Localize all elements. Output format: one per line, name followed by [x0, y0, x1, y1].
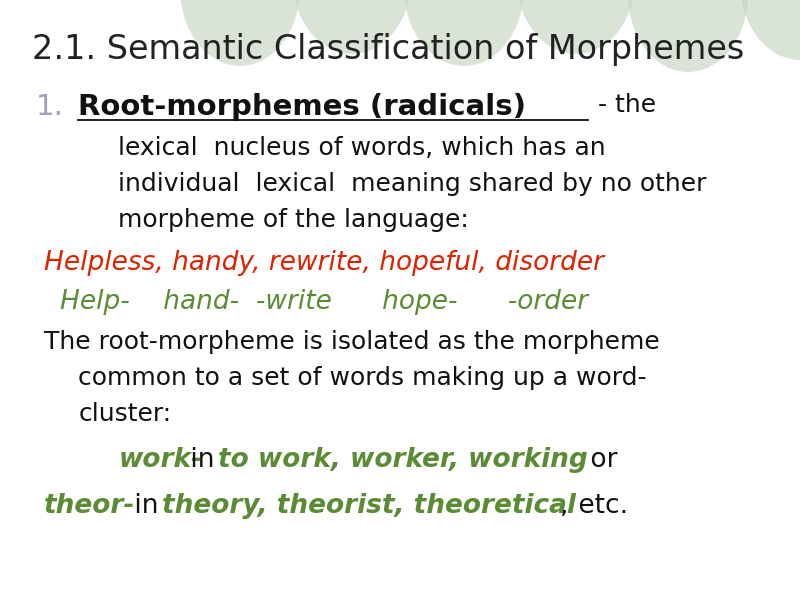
Text: morpheme of the language:: morpheme of the language: — [118, 208, 469, 232]
Ellipse shape — [404, 0, 524, 66]
Text: theor-: theor- — [44, 493, 135, 519]
Text: Root-morphemes (radicals): Root-morphemes (radicals) — [78, 93, 526, 121]
Text: - the: - the — [590, 93, 657, 117]
Text: cluster:: cluster: — [78, 402, 171, 426]
Text: Help-    hand-  -write      hope-      -order: Help- hand- -write hope- -order — [60, 289, 588, 315]
Ellipse shape — [292, 0, 412, 54]
Text: The root-morpheme is isolated as the morpheme: The root-morpheme is isolated as the mor… — [44, 330, 660, 354]
Text: in: in — [182, 447, 223, 473]
Text: or: or — [582, 447, 618, 473]
Text: to work, worker, working: to work, worker, working — [218, 447, 587, 473]
Text: individual  lexical  meaning shared by no other: individual lexical meaning shared by no … — [118, 172, 707, 196]
Text: common to a set of words making up a word-: common to a set of words making up a wor… — [78, 366, 647, 390]
Text: work-: work- — [118, 447, 202, 473]
Ellipse shape — [628, 0, 748, 72]
Text: lexical  nucleus of words, which has an: lexical nucleus of words, which has an — [118, 136, 606, 160]
Text: Helpless, handy, rewrite, hopeful, disorder: Helpless, handy, rewrite, hopeful, disor… — [44, 250, 604, 276]
Text: 2.1. Semantic Classification of Morphemes: 2.1. Semantic Classification of Morpheme… — [32, 33, 744, 66]
Ellipse shape — [740, 0, 800, 60]
Text: in: in — [126, 493, 167, 519]
Text: etc.: etc. — [570, 493, 629, 519]
Text: ,: , — [560, 493, 569, 519]
Text: 1.: 1. — [36, 93, 64, 121]
Ellipse shape — [180, 0, 300, 66]
Text: theory, theorist, theoretical: theory, theorist, theoretical — [162, 493, 575, 519]
Ellipse shape — [516, 0, 636, 54]
